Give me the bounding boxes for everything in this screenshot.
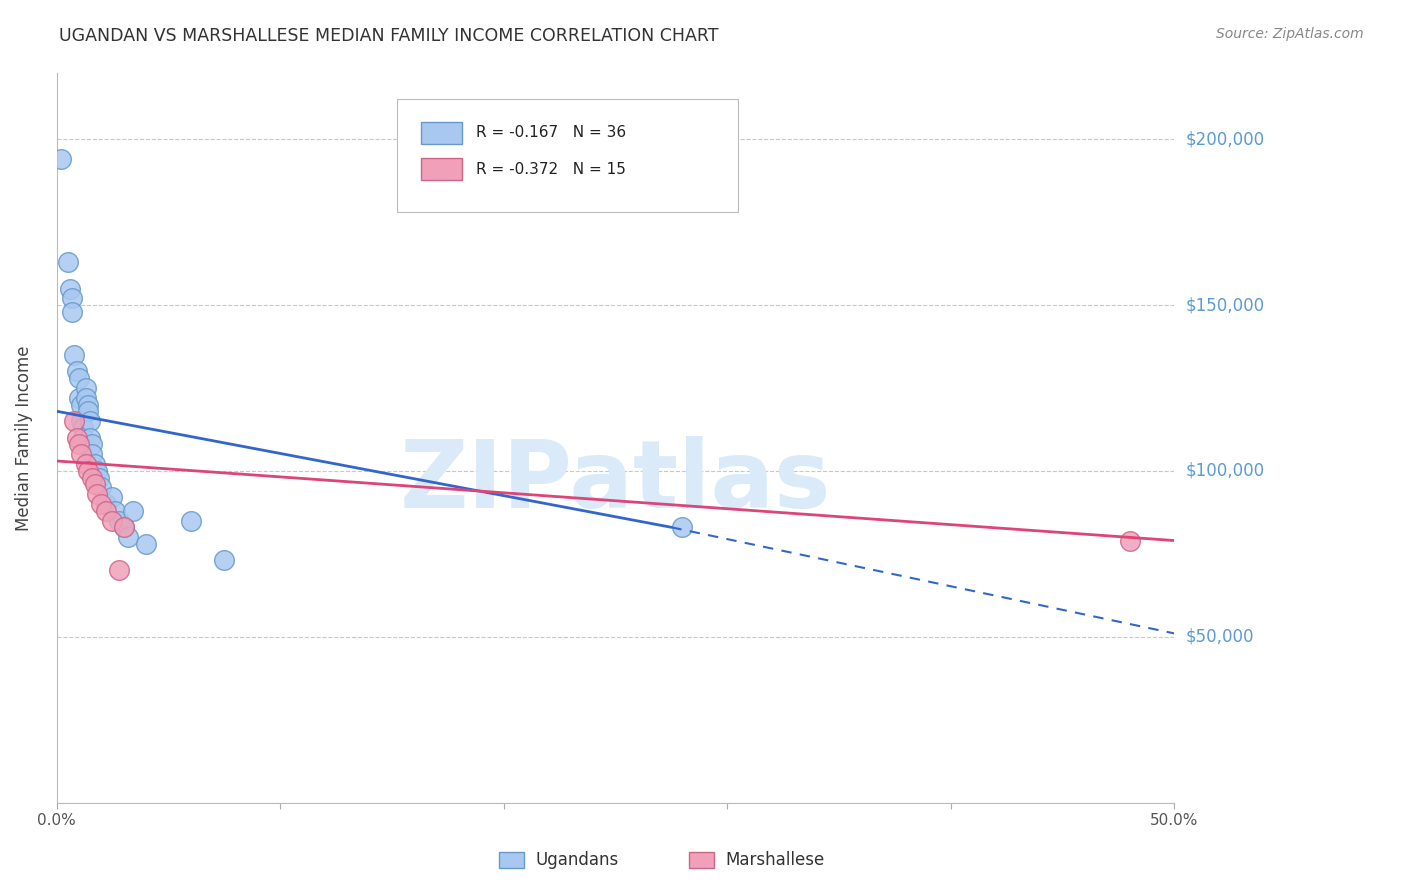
Point <box>70 447 93 461</box>
Point <box>70 414 93 428</box>
Point <box>72 421 94 435</box>
Point <box>79 414 101 428</box>
Point <box>108 514 131 528</box>
Point <box>86 464 108 478</box>
Point <box>63 348 86 362</box>
Point <box>75 457 97 471</box>
Point <box>112 520 135 534</box>
Point <box>82 437 104 451</box>
Point <box>82 470 104 484</box>
Point <box>67 391 90 405</box>
Point <box>77 464 100 478</box>
Point <box>671 520 693 534</box>
Point <box>90 497 112 511</box>
Point <box>67 371 90 385</box>
Point <box>66 431 89 445</box>
Point <box>101 514 124 528</box>
Point <box>67 437 90 451</box>
Text: UGANDAN VS MARSHALLESE MEDIAN FAMILY INCOME CORRELATION CHART: UGANDAN VS MARSHALLESE MEDIAN FAMILY INC… <box>59 27 718 45</box>
Point <box>82 447 104 461</box>
Point <box>121 504 143 518</box>
Point <box>87 470 110 484</box>
Y-axis label: Median Family Income: Median Family Income <box>15 345 32 531</box>
Point <box>104 504 127 518</box>
Point <box>77 398 100 412</box>
Point <box>63 414 86 428</box>
Text: $50,000: $50,000 <box>1185 628 1254 646</box>
Point <box>135 537 157 551</box>
Point <box>60 304 83 318</box>
Point <box>112 520 135 534</box>
Text: Marshallese: Marshallese <box>725 851 825 869</box>
Point <box>49 152 72 166</box>
Text: R = -0.372   N = 15: R = -0.372 N = 15 <box>475 161 626 177</box>
Bar <box>689 852 714 868</box>
Point <box>90 481 112 495</box>
Point <box>108 563 131 577</box>
Point <box>75 391 97 405</box>
Text: Source: ZipAtlas.com: Source: ZipAtlas.com <box>1216 27 1364 41</box>
FancyBboxPatch shape <box>420 122 463 144</box>
Text: R = -0.167   N = 36: R = -0.167 N = 36 <box>475 125 626 140</box>
FancyBboxPatch shape <box>420 159 463 180</box>
Point <box>1118 533 1140 548</box>
Text: $100,000: $100,000 <box>1185 462 1264 480</box>
Point <box>94 504 117 518</box>
Point <box>66 364 89 378</box>
Point <box>83 477 105 491</box>
Point <box>70 398 93 412</box>
Text: Ugandans: Ugandans <box>536 851 619 869</box>
Point <box>101 491 124 505</box>
Point <box>77 404 100 418</box>
Point <box>75 381 97 395</box>
Point <box>212 553 235 567</box>
Point <box>72 431 94 445</box>
Point <box>180 514 202 528</box>
FancyBboxPatch shape <box>398 98 738 211</box>
Point <box>86 487 108 501</box>
Point <box>79 431 101 445</box>
Point <box>117 530 139 544</box>
Point <box>60 292 83 306</box>
Point <box>56 255 79 269</box>
Point <box>59 281 82 295</box>
Text: $150,000: $150,000 <box>1185 296 1264 314</box>
Point <box>83 457 105 471</box>
Text: ZIPatlas: ZIPatlas <box>399 435 831 527</box>
Point <box>94 497 117 511</box>
Bar <box>499 852 524 868</box>
Text: $200,000: $200,000 <box>1185 130 1264 148</box>
